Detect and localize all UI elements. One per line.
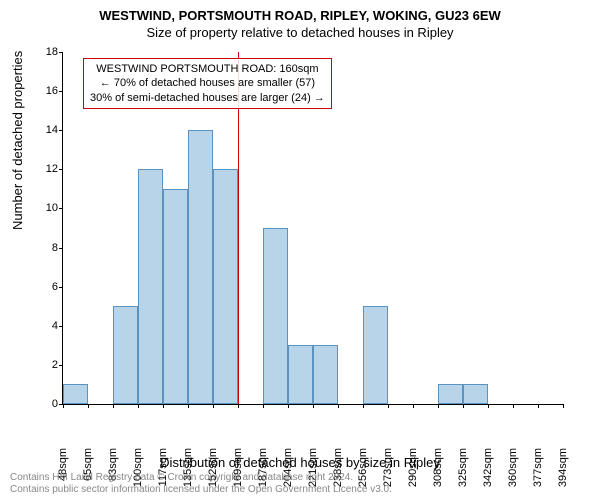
x-tick-mark: [413, 404, 414, 408]
y-axis-label: Number of detached properties: [10, 51, 25, 230]
x-tick-mark: [238, 404, 239, 408]
y-tick-mark: [59, 52, 63, 53]
y-tick-mark: [59, 287, 63, 288]
annotation-line-3: 30% of semi-detached houses are larger (…: [90, 91, 325, 105]
y-tick-label: 10: [33, 202, 58, 214]
x-tick-mark: [538, 404, 539, 408]
y-tick-label: 2: [33, 359, 58, 371]
x-tick-mark: [63, 404, 64, 408]
x-tick-mark: [463, 404, 464, 408]
y-tick-mark: [59, 91, 63, 92]
histogram-bar: [188, 130, 213, 404]
footer-line-1: Contains HM Land Registry data © Crown c…: [10, 472, 590, 484]
x-tick-mark: [563, 404, 564, 408]
chart-plot-area: 02468101214161848sqm65sqm83sqm100sqm117s…: [62, 52, 563, 405]
histogram-bar: [213, 169, 238, 404]
chart-title-sub: Size of property relative to detached ho…: [0, 23, 600, 40]
x-tick-mark: [288, 404, 289, 408]
y-tick-label: 16: [33, 85, 58, 97]
y-tick-mark: [59, 169, 63, 170]
y-tick-label: 0: [33, 398, 58, 410]
x-tick-mark: [113, 404, 114, 408]
y-tick-label: 12: [33, 163, 58, 175]
histogram-bar: [438, 384, 463, 404]
y-tick-mark: [59, 248, 63, 249]
x-tick-mark: [363, 404, 364, 408]
annotation-line-1: WESTWIND PORTSMOUTH ROAD: 160sqm: [90, 62, 325, 76]
x-tick-mark: [263, 404, 264, 408]
histogram-bar: [463, 384, 488, 404]
y-tick-label: 14: [33, 124, 58, 136]
x-tick-mark: [138, 404, 139, 408]
copyright-footer: Contains HM Land Registry data © Crown c…: [0, 468, 600, 500]
chart-title-main: WESTWIND, PORTSMOUTH ROAD, RIPLEY, WOKIN…: [0, 0, 600, 23]
x-tick-mark: [513, 404, 514, 408]
y-tick-label: 4: [33, 320, 58, 332]
annotation-box: WESTWIND PORTSMOUTH ROAD: 160sqm← 70% of…: [83, 58, 332, 109]
annotation-line-2: ← 70% of detached houses are smaller (57…: [90, 76, 325, 90]
y-tick-label: 6: [33, 281, 58, 293]
x-tick-mark: [188, 404, 189, 408]
histogram-bar: [313, 345, 338, 404]
x-tick-mark: [88, 404, 89, 408]
x-tick-mark: [213, 404, 214, 408]
y-tick-mark: [59, 365, 63, 366]
y-tick-label: 8: [33, 242, 58, 254]
x-tick-mark: [163, 404, 164, 408]
histogram-bar: [63, 384, 88, 404]
histogram-bar: [138, 169, 163, 404]
x-tick-mark: [488, 404, 489, 408]
histogram-bar: [263, 228, 288, 404]
footer-line-2: Contains public sector information licen…: [10, 484, 590, 496]
y-tick-mark: [59, 208, 63, 209]
x-tick-mark: [313, 404, 314, 408]
y-tick-label: 18: [33, 46, 58, 58]
y-tick-mark: [59, 326, 63, 327]
histogram-bar: [288, 345, 313, 404]
histogram-bar: [363, 306, 388, 404]
histogram-bar: [113, 306, 138, 404]
x-tick-mark: [338, 404, 339, 408]
x-tick-mark: [438, 404, 439, 408]
y-tick-mark: [59, 130, 63, 131]
x-tick-mark: [388, 404, 389, 408]
histogram-bar: [163, 189, 188, 404]
